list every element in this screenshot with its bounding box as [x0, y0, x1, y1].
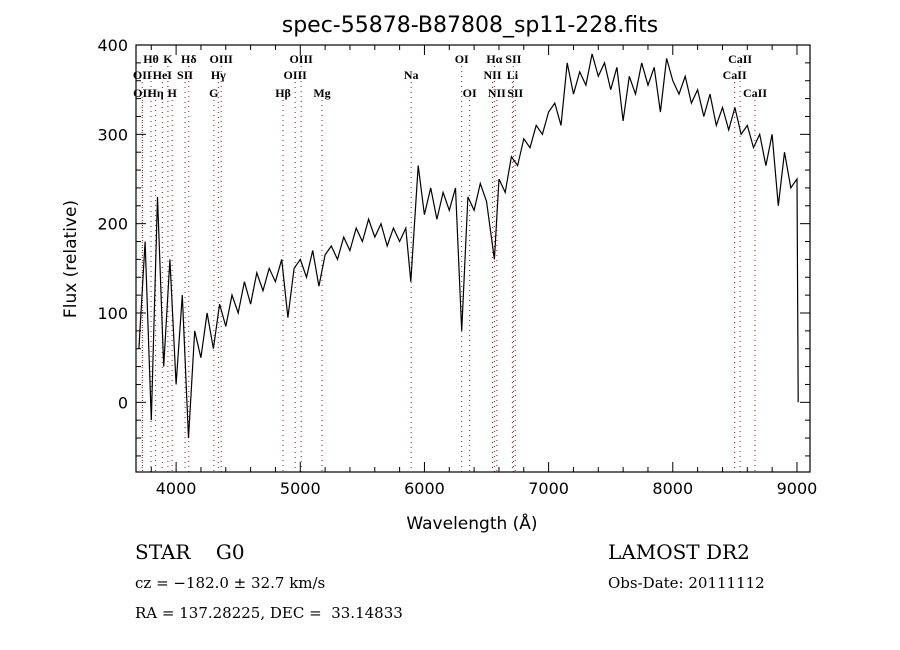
line-id-label: CaII: [723, 68, 747, 82]
axis-ticks: 4000 5000 6000 7000 8000 9000 0 100 200 300 400: [97, 36, 817, 498]
line-id-label: Li: [507, 68, 519, 82]
y-tick-label: 200: [97, 215, 128, 234]
y-tick-label: 300: [97, 125, 128, 144]
y-tick-label: 400: [97, 36, 128, 55]
line-id-label: OIII: [284, 68, 308, 82]
line-id-label: Hα: [486, 52, 502, 66]
line-id-label: HeI: [153, 68, 173, 82]
line-id-label: OI: [455, 52, 469, 66]
y-tick-label: 100: [97, 304, 128, 323]
line-id-label: CaII: [743, 86, 767, 100]
line-id-label: K: [163, 52, 173, 66]
survey-name: LAMOST DR2: [608, 540, 750, 564]
x-tick-label: 8000: [652, 479, 693, 498]
line-id-label: SII: [505, 52, 521, 66]
line-id-label: NII: [488, 86, 506, 100]
line-id-label: NII: [483, 68, 501, 82]
line-id-label: Mg: [313, 86, 330, 100]
plot-frame: [135, 44, 811, 473]
x-tick-label: 7000: [528, 479, 569, 498]
line-id-label: Hδ: [181, 52, 197, 66]
line-id-label: OII: [133, 86, 152, 100]
line-id-label: SII: [507, 86, 523, 100]
line-id-label: Hη: [148, 86, 164, 100]
chart-title: spec-55878-B87808_sp11-228.fits: [282, 13, 659, 38]
coordinates: RA = 137.28225, DEC = 33.14833: [135, 604, 403, 622]
line-id-label: G: [209, 86, 218, 100]
x-axis-label: Wavelength (Å): [406, 512, 537, 534]
object-class: STAR G0: [135, 540, 245, 564]
spectrum-line: [138, 53, 799, 439]
line-id-label: OIII: [210, 52, 234, 66]
line-id-label: Hβ: [275, 86, 291, 100]
line-id-label: CaII: [728, 52, 752, 66]
y-axis-label: Flux (relative): [61, 200, 81, 318]
line-id-label: OII: [133, 68, 152, 82]
x-tick-label: 9000: [777, 479, 818, 498]
obs-date: Obs-Date: 20111112: [608, 574, 765, 592]
x-tick-label: 5000: [280, 479, 321, 498]
line-id-label: Hθ: [143, 52, 159, 66]
redshift-cz: cz = −182.0 ± 32.7 km/s: [135, 574, 326, 592]
x-tick-label: 6000: [404, 479, 445, 498]
line-id-label: OI: [463, 86, 477, 100]
line-id-label: Hγ: [211, 68, 226, 82]
line-id-label: OIII: [289, 52, 313, 66]
line-id-label: Na: [404, 68, 419, 82]
line-id-label: H: [167, 86, 177, 100]
line-id-label: SII: [177, 68, 193, 82]
y-tick-label: 0: [118, 393, 128, 412]
x-tick-label: 4000: [156, 479, 197, 498]
